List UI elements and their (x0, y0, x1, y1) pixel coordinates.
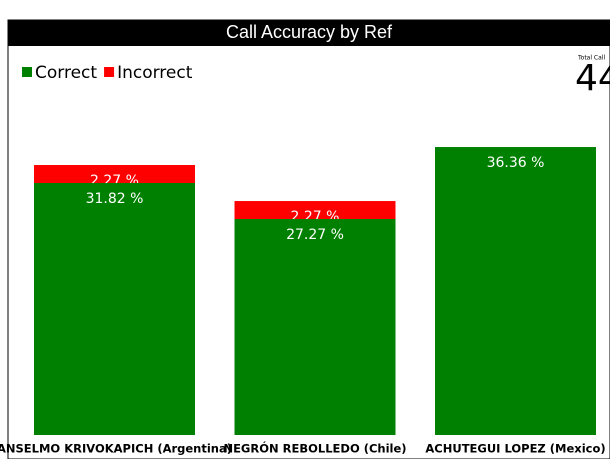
data-label: 31.82 % (86, 191, 144, 207)
x-tick-label: NEGRÓN REBOLLEDO (Chile) (223, 441, 406, 456)
x-tick-label: ANSELMO KRIVOKAPICH (Argentina) (0, 442, 232, 456)
x-tick-label: ACHUTEGUI LOPEZ (Mexico) (425, 442, 605, 456)
card-label: Total Call (577, 55, 605, 62)
bar-segment-clip: 2.27 % (34, 165, 195, 189)
legend-swatch (22, 67, 32, 77)
bar-segment-clip: 2.27 % (234, 201, 396, 225)
title-bar (8, 20, 610, 46)
data-label: 27.27 % (286, 227, 344, 243)
data-label: 2.27 % (291, 209, 340, 225)
data-label: 2.27 % (90, 173, 139, 189)
bar (234, 201, 396, 220)
card-value: 44 (575, 58, 610, 99)
bar-segment-clip: 27.27 % (234, 219, 396, 435)
bar (34, 165, 195, 183)
bar-segment-clip: 36.36 % (435, 147, 596, 435)
legend-label: Correct (35, 63, 97, 83)
bar (234, 219, 396, 435)
bar (34, 182, 195, 435)
legend-label: Incorrect (117, 63, 193, 83)
bar (435, 147, 596, 435)
legend-swatch (104, 67, 115, 77)
bar-segment-clip: 31.82 % (34, 182, 195, 435)
chart-title: Call Accuracy by Ref (226, 22, 393, 42)
data-label: 36.36 % (487, 155, 545, 171)
